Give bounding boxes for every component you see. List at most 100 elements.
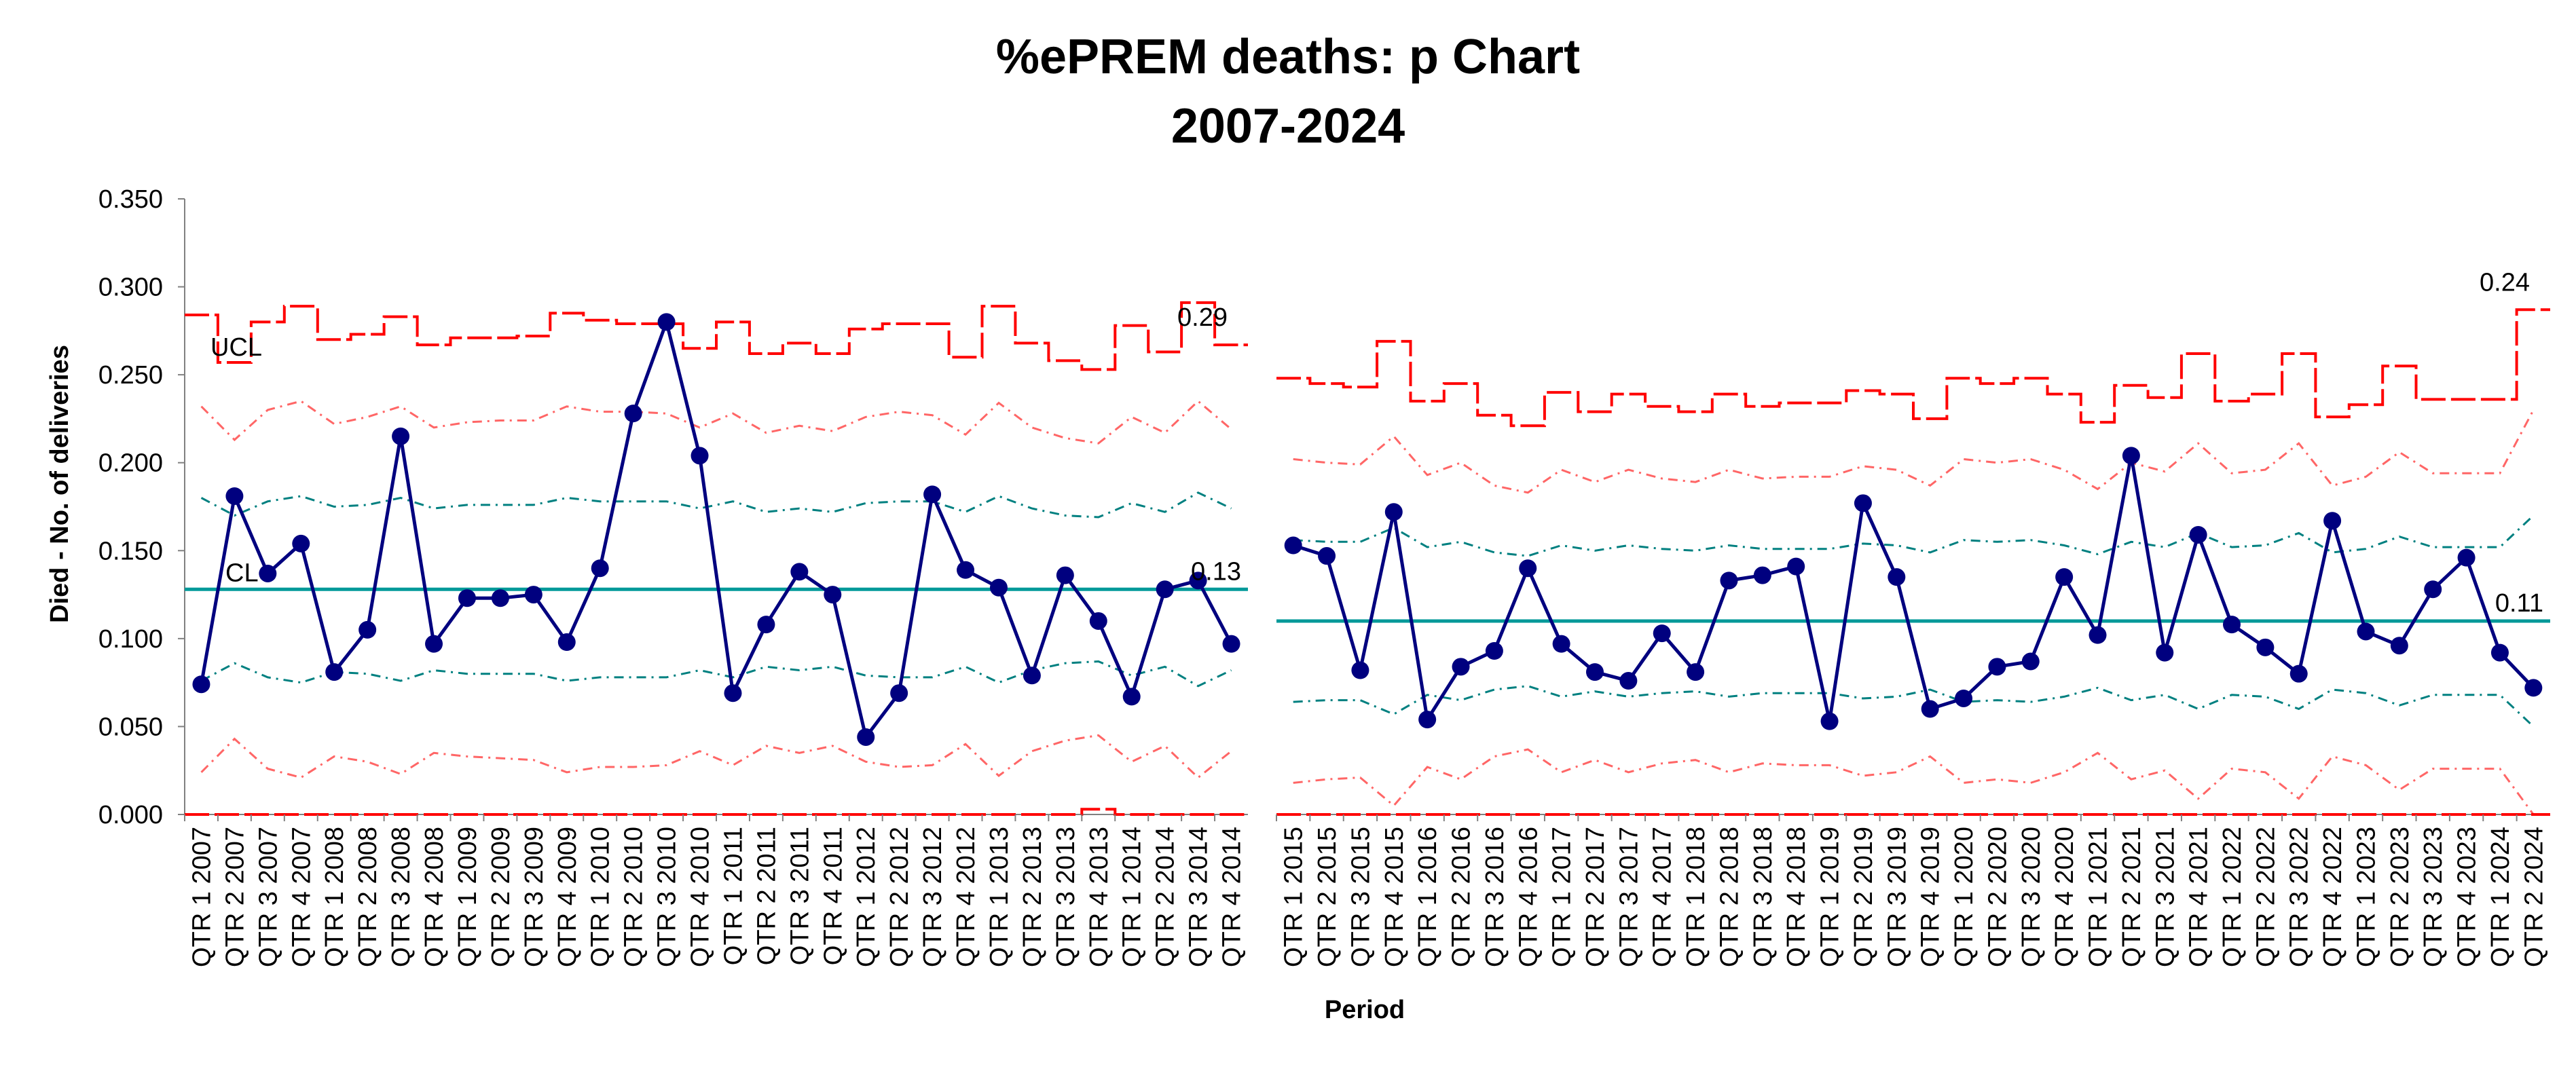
y-tick-label: 0.000: [98, 801, 163, 829]
x-tick-label: QTR 4 2010: [686, 827, 715, 967]
x-tick-label: QTR 2 2022: [2251, 827, 2280, 967]
data-point: [1888, 568, 1906, 586]
data-point: [1519, 559, 1537, 578]
data-point: [1552, 635, 1570, 653]
data-point: [1318, 547, 1336, 565]
x-axis-label: Period: [1325, 996, 1405, 1024]
data-point: [1921, 700, 1939, 718]
x-tick-label: QTR 3 2022: [2285, 827, 2314, 967]
data-point: [1687, 663, 1705, 681]
cl-value-label: 0.11: [2495, 589, 2543, 618]
data-point: [225, 487, 244, 505]
x-tick-label: QTR 2 2017: [1581, 827, 1610, 967]
ucl-value-label: 0.29: [1177, 303, 1228, 332]
data-point: [1619, 672, 1638, 690]
data-point: [1854, 494, 1872, 512]
x-tick-label: QTR 1 2007: [188, 827, 217, 967]
x-tick-label: QTR 1 2015: [1280, 827, 1308, 967]
data-point: [2021, 652, 2040, 671]
data-point: [1284, 536, 1302, 555]
cl-value-label: 0.13: [1191, 557, 1241, 586]
data-point: [1351, 661, 1369, 679]
x-tick-label: QTR 3 2013: [1052, 827, 1080, 967]
x-tick-label: QTR 3 2017: [1615, 827, 1643, 967]
x-tick-label: QTR 1 2024: [2486, 827, 2515, 967]
x-tick-label: QTR 2 2011: [752, 827, 781, 965]
y-tick-label: 0.150: [98, 537, 163, 565]
data-series-line: [200, 316, 1233, 741]
x-tick-label: QTR 3 2019: [1883, 827, 1911, 967]
data-point: [1418, 711, 1437, 729]
data-point: [890, 684, 908, 702]
data-point: [1452, 658, 1470, 676]
data-point: [1720, 571, 1738, 590]
x-tick-label: QTR 4 2008: [420, 827, 449, 967]
data-point: [1485, 641, 1503, 660]
x-tick-label: QTR 1 2023: [2353, 827, 2381, 967]
x-tick-label: QTR 2 2010: [620, 827, 648, 967]
data-point: [591, 559, 609, 578]
ucl-line: [1276, 308, 2550, 428]
data-point: [989, 578, 1008, 597]
x-tick-label: QTR 1 2016: [1414, 827, 1442, 967]
x-tick-label: QTR 4 2009: [553, 827, 582, 967]
x-tick-label: QTR 2 2013: [1018, 827, 1047, 967]
x-tick-label: QTR 3 2023: [2419, 827, 2448, 967]
x-tick-label: QTR 4 2015: [1380, 827, 1409, 967]
data-point: [2357, 622, 2375, 641]
x-tick-label: QTR 3 2010: [653, 827, 682, 967]
x-tick-label: QTR 3 2012: [919, 827, 947, 967]
data-point: [790, 563, 809, 581]
ucl-label: UCL: [210, 333, 262, 362]
data-point: [192, 675, 210, 694]
data-point: [824, 586, 842, 604]
data-point: [1586, 663, 1604, 681]
y-tick-label: 0.300: [98, 274, 163, 302]
upper-1sigma-line: [200, 491, 1232, 519]
data-point: [1089, 612, 1107, 630]
x-tick-label: QTR 3 2021: [2151, 827, 2179, 967]
x-tick-label: QTR 3 2016: [1481, 827, 1509, 967]
data-point: [2289, 664, 2308, 683]
x-tick-label: QTR 1 2013: [985, 827, 1014, 967]
x-tick-label: QTR 3 2007: [254, 827, 282, 967]
data-point: [1653, 624, 1671, 643]
ucl-value-label: 0.24: [2480, 268, 2530, 297]
x-tick-label: QTR 2 2023: [2386, 827, 2414, 967]
upper-2sigma-line: [200, 399, 1232, 445]
y-tick-label: 0.350: [98, 185, 163, 214]
lower-1sigma-line: [1293, 685, 2535, 728]
data-point: [458, 589, 476, 607]
data-point: [2122, 447, 2140, 465]
x-tick-label: QTR 4 2017: [1649, 827, 1677, 967]
x-tick-label: QTR 1 2014: [1118, 827, 1147, 967]
x-tick-label: QTR 4 2011: [819, 827, 847, 965]
data-point: [1988, 658, 2006, 676]
x-tick-label: QTR 4 2007: [287, 827, 316, 967]
data-point: [2490, 643, 2509, 662]
y-tick-label: 0.250: [98, 361, 163, 390]
chart-subtitle: 2007-2024: [1171, 99, 1405, 153]
x-tick-label: QTR 4 2021: [2185, 827, 2213, 967]
x-tick-label: QTR 2 2021: [2118, 827, 2146, 967]
upper-2sigma-line: [1293, 409, 2535, 494]
y-axis-label: Died - No. of deliveries: [45, 345, 74, 623]
x-tick-label: QTR 1 2019: [1816, 827, 1845, 967]
x-tick-label: QTR 3 2020: [2017, 827, 2046, 967]
x-tick-label: QTR 2 2009: [487, 827, 515, 967]
lcl-line: [185, 808, 1248, 816]
x-tick-label: QTR 2 2016: [1448, 827, 1476, 967]
data-point: [524, 586, 542, 604]
x-tick-label: QTR 2 2012: [885, 827, 914, 967]
data-point: [1056, 566, 1074, 584]
data-point: [1753, 566, 1771, 584]
data-point: [2457, 548, 2476, 567]
x-tick-label: QTR 4 2020: [2050, 827, 2079, 967]
data-point: [1955, 689, 1973, 707]
data-point: [2390, 637, 2408, 655]
data-point: [2223, 616, 2241, 634]
lower-2sigma-line: [1293, 748, 2535, 815]
x-tick-label: QTR 3 2009: [520, 827, 549, 967]
